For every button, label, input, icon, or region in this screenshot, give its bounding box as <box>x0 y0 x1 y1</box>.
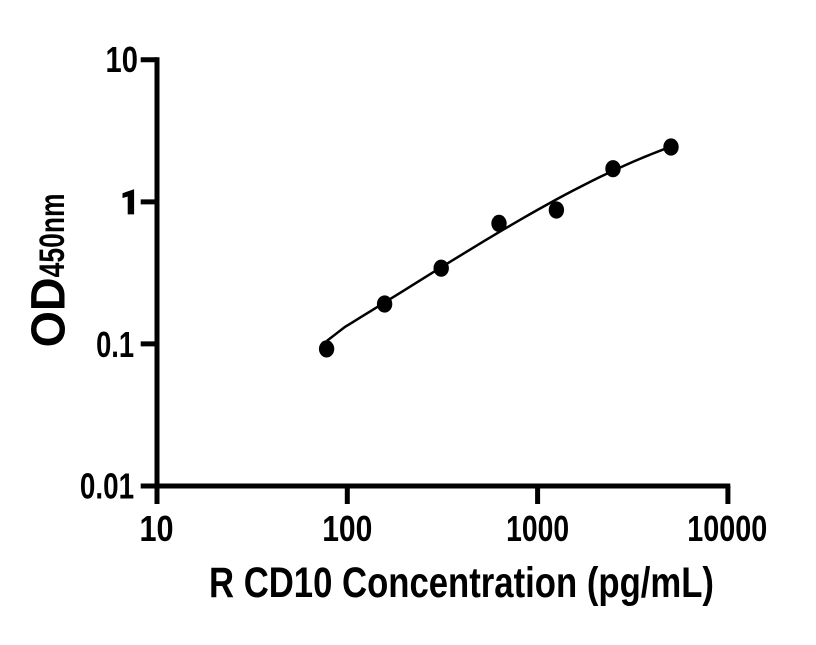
svg-text:OD450nm: OD450nm <box>23 193 76 347</box>
svg-text:10000: 10000 <box>687 509 767 549</box>
svg-text:R CD10 Concentration (pg/mL): R CD10 Concentration (pg/mL) <box>209 559 714 607</box>
svg-text:100: 100 <box>322 509 372 549</box>
svg-text:10: 10 <box>139 509 173 549</box>
svg-text:10: 10 <box>106 40 138 80</box>
svg-text:1000: 1000 <box>506 509 569 549</box>
svg-text:0.01: 0.01 <box>80 467 134 507</box>
svg-text:0.1: 0.1 <box>96 325 134 365</box>
